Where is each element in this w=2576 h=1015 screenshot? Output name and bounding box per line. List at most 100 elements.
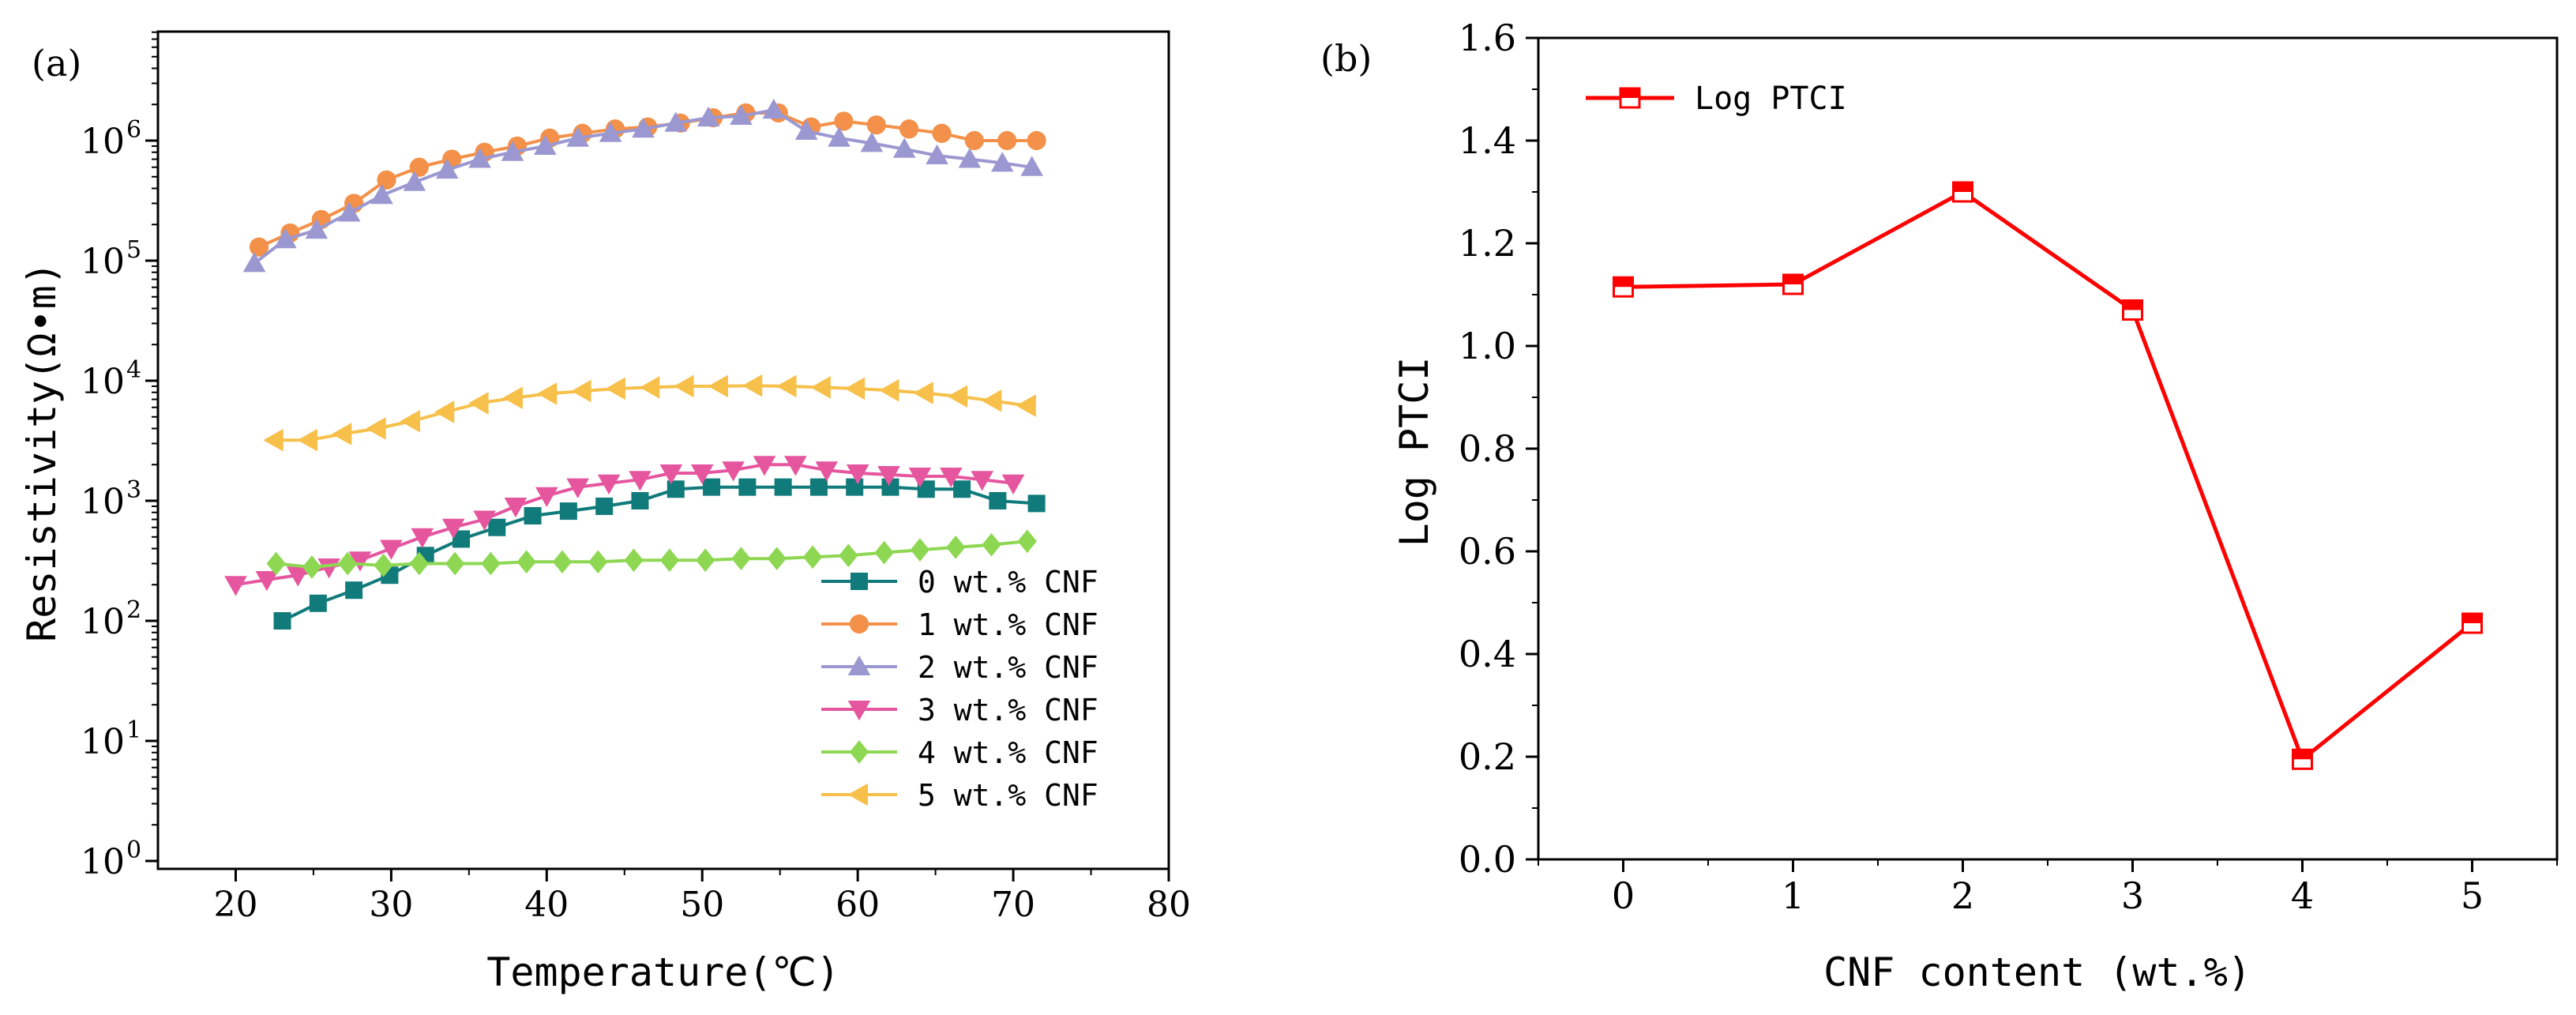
data-point — [468, 148, 491, 168]
y-tick-exponent: 5 — [126, 236, 141, 264]
x-tick-label: 50 — [680, 885, 724, 925]
data-point — [940, 467, 963, 488]
data-point — [908, 467, 932, 488]
y-tick-label: 0.8 — [1459, 427, 1516, 470]
legend-marker — [847, 701, 871, 721]
data-point — [774, 478, 792, 496]
series-line — [274, 384, 1028, 442]
data-point — [571, 379, 591, 403]
y-tick-exponent: 1 — [126, 716, 141, 744]
x-tick-label: 2 — [1951, 874, 1974, 917]
data-point — [403, 171, 426, 191]
legend-label: 3 wt.% CNF — [918, 693, 1098, 727]
data-point — [309, 594, 327, 612]
x-tick-label: 20 — [213, 885, 257, 925]
data-point — [274, 227, 297, 249]
data-point — [664, 111, 688, 132]
data-point — [348, 551, 372, 572]
data-point — [629, 471, 652, 491]
legend-label: 2 wt.% CNF — [918, 650, 1098, 685]
legend-entry: 1 wt.% CNF — [821, 607, 1098, 642]
data-point — [762, 98, 786, 119]
data-point — [536, 382, 558, 405]
data-point — [1027, 130, 1046, 151]
x-tick-label: 1 — [1782, 874, 1804, 917]
data-point — [834, 111, 854, 131]
y-tick-label: 0.0 — [1459, 838, 1516, 881]
data-point — [982, 389, 1002, 412]
panel-a-series-layer — [224, 98, 1046, 630]
series-line — [1623, 190, 2474, 763]
panel-b-x-axis: 0 1 2 3 4 5 — [1538, 859, 2558, 917]
panel-a-plot-frame — [156, 30, 1170, 870]
data-point — [1027, 494, 1046, 513]
data-point — [338, 551, 358, 576]
legend-label: 0 wt.% CNF — [918, 565, 1098, 600]
data-point — [535, 487, 558, 508]
data-point — [631, 492, 649, 509]
legend-label: 5 wt.% CNF — [918, 778, 1098, 813]
x-tick-label: 30 — [369, 885, 413, 925]
panel-b-y-axis-label: Log PTCI — [1391, 357, 1437, 547]
x-tick-label: 60 — [836, 885, 880, 925]
data-point — [366, 417, 386, 440]
y-tick-label: 0.6 — [1459, 530, 1516, 573]
data-point — [697, 106, 720, 127]
legend-marker — [847, 783, 868, 806]
data-point — [839, 543, 858, 568]
legend-marker — [847, 655, 871, 675]
data-point — [559, 502, 577, 521]
y-tick-exponent: 4 — [126, 356, 141, 384]
data-point — [932, 123, 952, 143]
data-point — [946, 536, 966, 559]
panel-b-label: (b) — [1320, 37, 1372, 80]
y-tick-label: 10 — [81, 122, 125, 162]
data-point — [722, 461, 745, 482]
y-tick-label: 10 — [81, 722, 125, 762]
panel-a-label: (a) — [32, 42, 81, 85]
panel-a-y-axis-label: Resistivity(Ω•m) — [19, 261, 65, 642]
series-line — [276, 539, 1027, 570]
data-point — [953, 480, 971, 498]
data-point — [255, 570, 279, 592]
data-point — [2461, 612, 2483, 634]
y-tick-exponent: 3 — [126, 476, 141, 504]
data-point — [877, 465, 900, 487]
data-point — [400, 409, 420, 433]
data-point — [524, 506, 542, 524]
data-point — [588, 550, 608, 574]
x-tick-label: 0 — [1612, 874, 1635, 917]
data-point — [224, 576, 247, 596]
y-tick-label: 1.6 — [1459, 17, 1516, 59]
legend-entry: 4 wt.% CNF — [821, 735, 1098, 770]
data-point — [874, 540, 894, 565]
data-point — [639, 376, 660, 399]
data-point — [802, 545, 823, 570]
legend-label: 4 wt.% CNF — [918, 735, 1098, 770]
data-point — [767, 547, 787, 571]
data-point — [913, 382, 933, 404]
data-point — [305, 218, 329, 239]
data-point — [286, 566, 310, 587]
panel-a-x-axis: 20 30 40 50 60 70 80 — [213, 869, 1191, 925]
data-point — [690, 464, 714, 485]
data-point — [242, 252, 266, 273]
panel-b-legend: Log PTCI — [1586, 81, 1847, 117]
data-point — [370, 184, 393, 205]
data-point — [1001, 474, 1025, 495]
data-point — [742, 374, 763, 397]
data-point — [345, 581, 363, 600]
data-point — [696, 548, 715, 573]
data-point — [481, 551, 501, 576]
data-point — [302, 555, 322, 579]
data-point — [377, 170, 396, 190]
data-point — [337, 201, 361, 222]
data-point — [860, 132, 884, 152]
data-point — [708, 374, 728, 398]
legend-marker — [849, 740, 869, 764]
data-point — [881, 478, 899, 496]
data-point — [971, 471, 993, 491]
data-point — [982, 532, 1001, 557]
data-point — [846, 478, 864, 496]
data-point — [1952, 181, 1973, 203]
